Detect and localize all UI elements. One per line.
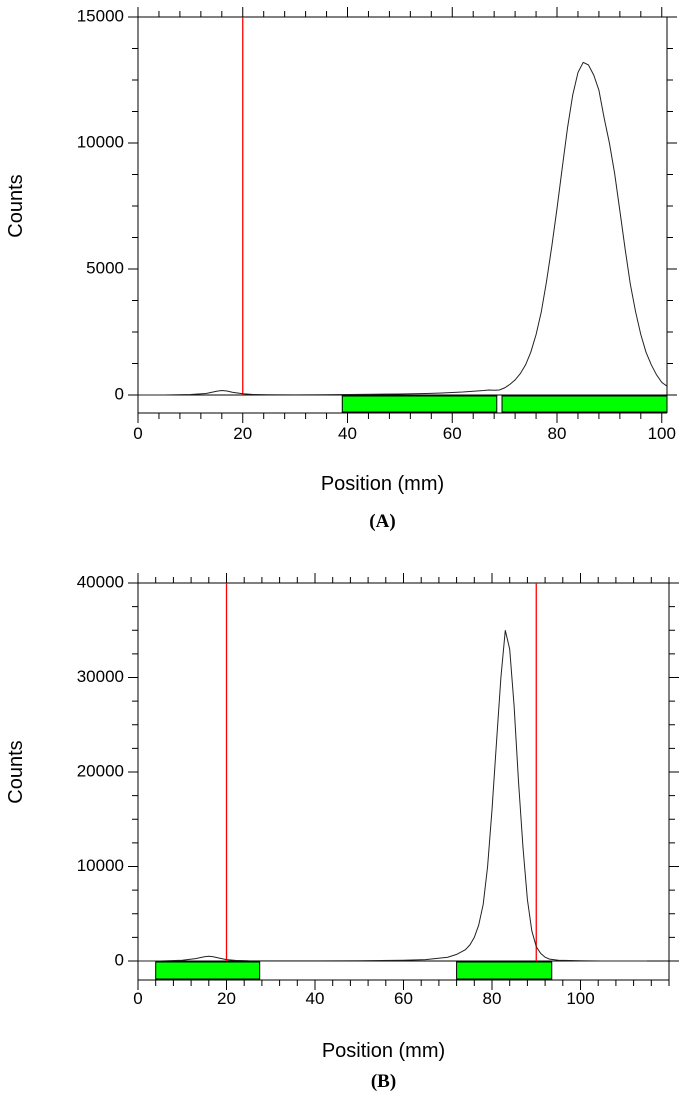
x-tick-label: 60: [394, 989, 413, 1008]
y-axis-title: Counts: [5, 740, 27, 803]
x-tick-label: 80: [483, 989, 502, 1008]
panel-label: (A): [369, 511, 395, 532]
x-tick-label: 40: [338, 424, 357, 443]
region-bar: [456, 961, 553, 980]
panel-a: 0 20 40 60 80 100 0 5000 10000 15000 Position (mm)…: [5, 6, 677, 532]
x-tick-label: 20: [233, 424, 252, 443]
y-tick-label: 10000: [77, 132, 124, 151]
x-tick-label: 100: [566, 989, 594, 1008]
y-tick-label: 40000: [77, 572, 124, 591]
x-axis-title: Position (mm): [321, 473, 444, 495]
x-tick-label: 0: [133, 989, 142, 1008]
y-tick-label: 20000: [77, 761, 124, 780]
y-tick-label: 0: [115, 384, 124, 403]
x-tick-label: 60: [443, 424, 462, 443]
x-tick-label: 40: [306, 989, 325, 1008]
y-tick-label: 30000: [77, 667, 124, 686]
x-tick-label: 100: [648, 424, 676, 443]
panel-label: (B): [371, 1071, 396, 1092]
y-tick-label: 15000: [77, 6, 124, 25]
region-bar: [155, 961, 261, 980]
region-bar: [341, 395, 498, 413]
x-tick-label: 20: [217, 989, 236, 1008]
y-tick-label: 5000: [86, 258, 124, 277]
y-axis-title: Counts: [5, 174, 27, 237]
y-tick-label: 10000: [77, 856, 124, 875]
x-tick-label: 80: [548, 424, 567, 443]
series-line: [138, 61, 668, 396]
series-line: [138, 630, 647, 962]
x-axis-title: Position (mm): [322, 1040, 445, 1062]
region-bar: [501, 395, 668, 413]
x-tick-label: 0: [133, 424, 142, 443]
panel-b: 0 20 40 60 80 100 0 10000 20000 30000 40000 Positio…: [5, 572, 679, 1092]
y-tick-label: 0: [115, 950, 124, 969]
